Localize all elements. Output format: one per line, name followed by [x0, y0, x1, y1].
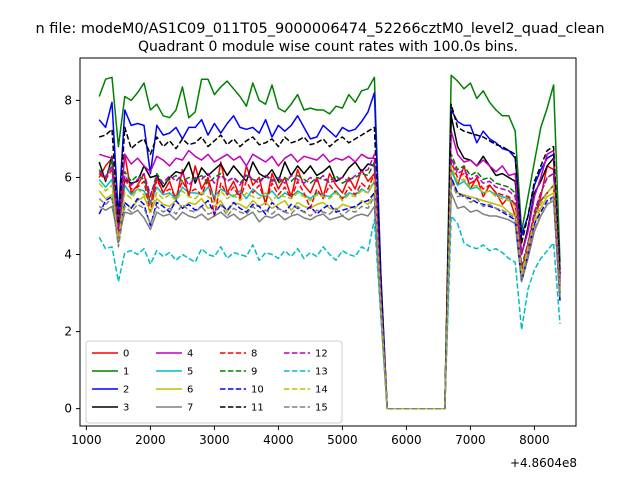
legend-label-8: 8 — [251, 349, 257, 360]
y-tick-label: 8 — [64, 93, 72, 107]
x-axis: 1000 2000 3000 4000 5000 6000 7000 8000 — [71, 426, 550, 447]
legend-box — [85, 340, 343, 424]
x-tick-label: 1000 — [71, 433, 102, 447]
series-line-12 — [98, 153, 561, 410]
legend-label-9: 9 — [251, 367, 257, 378]
series-line-3 — [98, 115, 561, 410]
chart-title: Quadrant 0 module wise count rates with … — [138, 39, 518, 55]
series-line-1 — [98, 74, 561, 410]
series-line-7 — [98, 192, 561, 410]
legend-label-12: 12 — [315, 349, 328, 360]
series-line-8 — [98, 161, 561, 410]
series-line-11 — [98, 103, 561, 410]
legend-label-0: 0 — [123, 349, 129, 360]
legend-label-11: 11 — [251, 403, 264, 414]
series-line-15 — [98, 180, 561, 410]
y-tick-label: 0 — [64, 402, 72, 416]
legend-label-2: 2 — [123, 385, 129, 396]
plot-series — [98, 74, 561, 410]
x-tick-label: 6000 — [391, 433, 422, 447]
x-tick-label: 2000 — [135, 433, 166, 447]
x-tick-label: 8000 — [519, 433, 550, 447]
y-axis: 0 2 4 6 8 — [64, 93, 80, 416]
legend-label-7: 7 — [187, 403, 193, 414]
x-axis-offset-label: +4.8604e8 — [510, 456, 577, 470]
y-tick-label: 4 — [64, 248, 72, 262]
series-line-5 — [98, 168, 561, 410]
series-line-2 — [98, 91, 561, 410]
series-line-13 — [98, 215, 561, 410]
x-tick-label: 4000 — [263, 433, 294, 447]
x-tick-label: 5000 — [327, 433, 358, 447]
y-tick-label: 6 — [64, 170, 72, 184]
legend-label-6: 6 — [187, 385, 193, 396]
legend-label-10: 10 — [251, 385, 264, 396]
legend-label-1: 1 — [123, 367, 129, 378]
legend-label-13: 13 — [315, 367, 328, 378]
legend-label-4: 4 — [187, 349, 193, 360]
legend-label-14: 14 — [315, 385, 328, 396]
legend-label-3: 3 — [123, 403, 129, 414]
axes-frame — [79, 57, 577, 427]
x-tick-label: 3000 — [199, 433, 230, 447]
x-tick-label: 7000 — [455, 433, 486, 447]
legend-label-5: 5 — [187, 367, 193, 378]
series-line-14 — [98, 165, 561, 410]
legend-label-15: 15 — [315, 403, 328, 414]
figure-suptitle: n file: modeM0/AS1C09_011T05_9000006474_… — [35, 21, 604, 37]
series-line-9 — [98, 153, 561, 410]
series-line-4 — [98, 130, 561, 410]
series-line-10 — [98, 176, 561, 410]
y-tick-label: 2 — [64, 325, 72, 339]
